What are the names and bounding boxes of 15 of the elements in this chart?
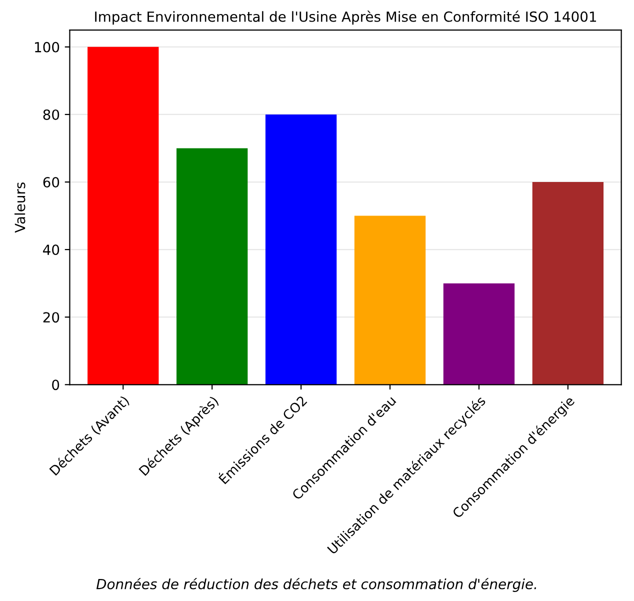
bar [88,46,159,385]
y-axis-title: Valeurs [14,182,26,233]
y-tick-label: 0 [52,380,60,390]
chart-title: Impact Environnemental de l'Usine Après Mise en Conformité ISO 14001 [95,10,596,25]
bar [532,182,604,385]
y-tick-label: 100 [35,42,60,52]
text: Données de réduction des déchets et consommation d'énergie. [96,578,536,592]
bar [265,114,337,385]
y-tick-label: 60 [43,176,60,188]
bar [176,148,248,385]
bar [354,216,426,385]
bar [443,283,515,385]
y-tick-label: 80 [43,109,60,120]
y-tick-label: 40 [43,244,60,256]
y-tick-label: 20 [43,312,60,323]
